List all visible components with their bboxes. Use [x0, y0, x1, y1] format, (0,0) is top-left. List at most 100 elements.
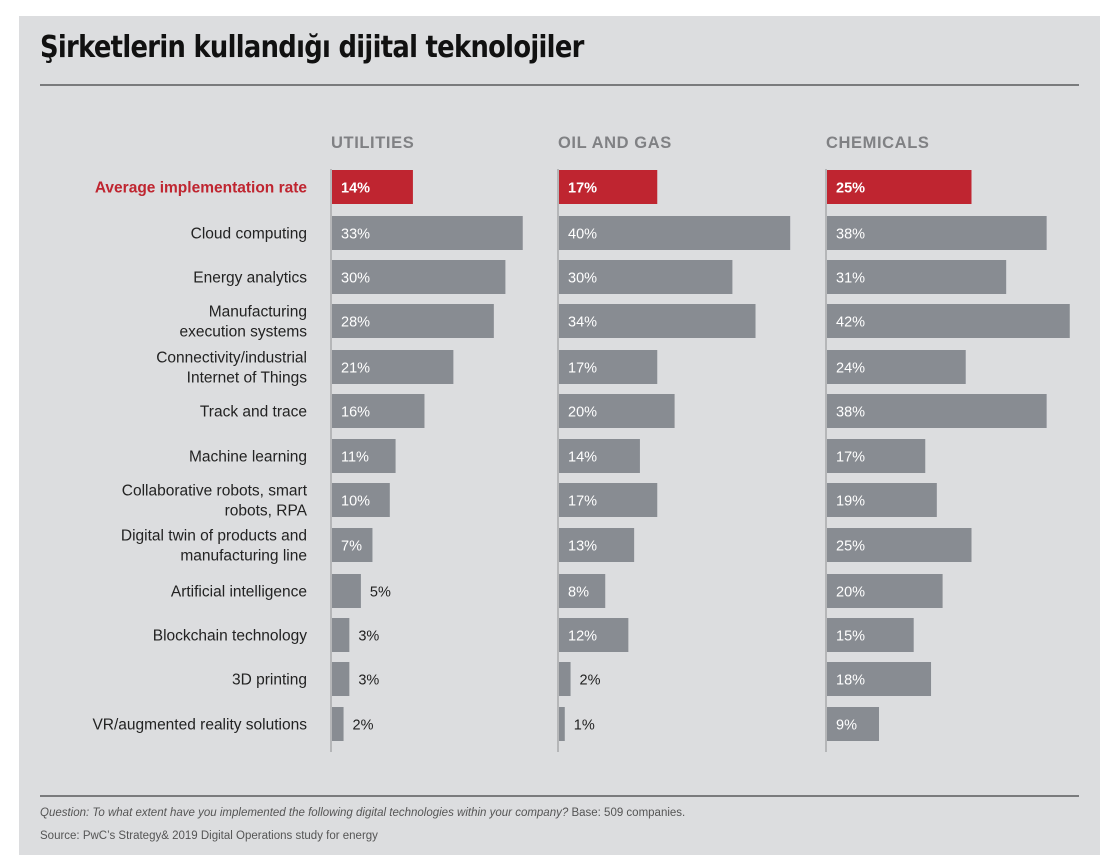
- value-label-chemicals-track-and-trace: 38%: [836, 405, 865, 421]
- value-label-chemicals-digital-twin-of-products-and-manufacturing-line: 25%: [836, 539, 865, 555]
- value-label-utilities-blockchain-technology: 3%: [358, 629, 379, 645]
- bar-oil-and-gas-connectivity-industrial-internet-of-things: [559, 350, 658, 384]
- value-label-utilities-track-and-trace: 16%: [341, 405, 370, 421]
- value-label-oil-and-gas-vr-augmented-reality-solutions: 1%: [574, 718, 595, 734]
- value-label-chemicals-manufacturing-execution-systems: 42%: [836, 315, 865, 331]
- sector-header-chemicals: CHEMICALS: [826, 134, 929, 152]
- category-label-blockchain-technology: Blockchain technology: [153, 628, 307, 645]
- bar-chemicals-average-implementation-rate: [827, 170, 972, 204]
- value-label-utilities-digital-twin-of-products-and-manufacturing-line: 7%: [341, 539, 362, 555]
- bar-oil-and-gas-energy-analytics: [559, 260, 733, 294]
- bar-chemicals-collaborative-robots-smart-robots-rpa: [827, 483, 937, 517]
- bar-chemicals-artificial-intelligence: [827, 574, 943, 608]
- bar-chemicals-energy-analytics: [827, 260, 1007, 294]
- bar-chemicals-track-and-trace: [827, 394, 1047, 428]
- bar-utilities-connectivity-industrial-internet-of-things: [332, 350, 454, 384]
- value-label-oil-and-gas-collaborative-robots-smart-robots-rpa: 17%: [568, 494, 597, 510]
- value-label-utilities-connectivity-industrial-internet-of-things: 21%: [341, 361, 370, 377]
- bar-chemicals-digital-twin-of-products-and-manufacturing-line: [827, 528, 972, 562]
- value-label-chemicals-connectivity-industrial-internet-of-things: 24%: [836, 361, 865, 377]
- value-label-chemicals-machine-learning: 17%: [836, 450, 865, 466]
- bar-utilities-digital-twin-of-products-and-manufacturing-line: [332, 528, 373, 562]
- bar-utilities-collaborative-robots-smart-robots-rpa: [332, 483, 390, 517]
- category-label-vr-augmented-reality-solutions: VR/augmented reality solutions: [92, 717, 307, 734]
- value-label-chemicals-cloud-computing: 38%: [836, 227, 865, 243]
- value-label-utilities-energy-analytics: 30%: [341, 271, 370, 287]
- value-label-oil-and-gas-digital-twin-of-products-and-manufacturing-line: 13%: [568, 539, 597, 555]
- bar-utilities-average-implementation-rate: [332, 170, 413, 204]
- bar-utilities-vr-augmented-reality-solutions: [332, 707, 344, 741]
- value-label-oil-and-gas-blockchain-technology: 12%: [568, 629, 597, 645]
- category-label-manufacturing-execution-systems: Manufacturing execution systems: [180, 304, 308, 341]
- value-label-oil-and-gas-energy-analytics: 30%: [568, 271, 597, 287]
- chart-title: Şirketlerin kullandığı dijital teknoloji…: [40, 30, 584, 65]
- value-label-utilities-cloud-computing: 33%: [341, 227, 370, 243]
- source-note: Source: PwC’s Strategy& 2019 Digital Ope…: [40, 830, 378, 842]
- category-label-machine-learning: Machine learning: [189, 449, 307, 466]
- category-label-connectivity-industrial-internet-of-things: Connectivity/industrial Internet of Thing…: [156, 350, 307, 387]
- bar-oil-and-gas-average-implementation-rate: [559, 170, 658, 204]
- bar-chemicals-3d-printing: [827, 662, 932, 696]
- bar-oil-and-gas-machine-learning: [559, 439, 640, 473]
- category-label-artificial-intelligence: Artificial intelligence: [171, 584, 307, 601]
- bar-utilities-energy-analytics: [332, 260, 506, 294]
- question-text: Question: To what extent have you implem…: [40, 807, 569, 819]
- bar-oil-and-gas-collaborative-robots-smart-robots-rpa: [559, 483, 658, 517]
- value-label-chemicals-collaborative-robots-smart-robots-rpa: 19%: [836, 494, 865, 510]
- value-label-oil-and-gas-3d-printing: 2%: [580, 673, 601, 689]
- value-label-utilities-3d-printing: 3%: [358, 673, 379, 689]
- bar-oil-and-gas-artificial-intelligence: [559, 574, 606, 608]
- value-label-utilities-machine-learning: 11%: [341, 450, 369, 466]
- value-label-utilities-artificial-intelligence: 5%: [370, 585, 391, 601]
- bar-chemicals-machine-learning: [827, 439, 926, 473]
- category-label-track-and-trace: Track and trace: [200, 404, 307, 421]
- value-label-oil-and-gas-artificial-intelligence: 8%: [568, 585, 589, 601]
- category-label-digital-twin-of-products-and-manufacturing-line: Digital twin of products and manufacturin…: [121, 528, 307, 565]
- value-label-oil-and-gas-cloud-computing: 40%: [568, 227, 597, 243]
- bar-chemicals-manufacturing-execution-systems: [827, 304, 1070, 338]
- bar-utilities-machine-learning: [332, 439, 396, 473]
- sector-header-utilities: UTILITIES: [331, 134, 414, 152]
- category-label-energy-analytics: Energy analytics: [193, 270, 307, 287]
- category-label-cloud-computing: Cloud computing: [191, 226, 307, 243]
- value-label-chemicals-blockchain-technology: 15%: [836, 629, 865, 645]
- value-label-utilities-vr-augmented-reality-solutions: 2%: [353, 718, 374, 734]
- bar-oil-and-gas-cloud-computing: [559, 216, 791, 250]
- bar-chemicals-connectivity-industrial-internet-of-things: [827, 350, 966, 384]
- category-label-3d-printing: 3D printing: [232, 672, 307, 689]
- bar-utilities-blockchain-technology: [332, 618, 350, 652]
- bar-oil-and-gas-vr-augmented-reality-solutions: [559, 707, 565, 741]
- bar-oil-and-gas-3d-printing: [559, 662, 571, 696]
- value-label-utilities-collaborative-robots-smart-robots-rpa: 10%: [341, 494, 370, 510]
- title-divider: [40, 84, 1079, 86]
- value-label-oil-and-gas-machine-learning: 14%: [568, 450, 597, 466]
- value-label-oil-and-gas-track-and-trace: 20%: [568, 405, 597, 421]
- value-label-utilities-manufacturing-execution-systems: 28%: [341, 315, 370, 331]
- sector-header-oil-and-gas: OIL AND GAS: [558, 134, 672, 152]
- question-note: Question: To what extent have you implem…: [40, 807, 685, 819]
- bar-utilities-3d-printing: [332, 662, 350, 696]
- category-label-average-implementation-rate: Average implementation rate: [95, 180, 308, 197]
- bar-oil-and-gas-manufacturing-execution-systems: [559, 304, 756, 338]
- bar-oil-and-gas-digital-twin-of-products-and-manufacturing-line: [559, 528, 635, 562]
- value-label-chemicals-energy-analytics: 31%: [836, 271, 865, 287]
- value-label-chemicals-artificial-intelligence: 20%: [836, 585, 865, 601]
- base-text: Base: 509 companies.: [568, 807, 686, 819]
- footer-divider: [40, 795, 1079, 797]
- bar-chemicals-blockchain-technology: [827, 618, 914, 652]
- bar-utilities-artificial-intelligence: [332, 574, 361, 608]
- bar-utilities-manufacturing-execution-systems: [332, 304, 494, 338]
- value-label-oil-and-gas-manufacturing-execution-systems: 34%: [568, 315, 597, 331]
- value-label-utilities-average-implementation-rate: 14%: [341, 181, 370, 197]
- value-label-oil-and-gas-average-implementation-rate: 17%: [568, 181, 597, 197]
- bar-utilities-cloud-computing: [332, 216, 523, 250]
- bar-chemicals-vr-augmented-reality-solutions: [827, 707, 880, 741]
- value-label-oil-and-gas-connectivity-industrial-internet-of-things: 17%: [568, 361, 597, 377]
- value-label-chemicals-3d-printing: 18%: [836, 673, 865, 689]
- bar-utilities-track-and-trace: [332, 394, 425, 428]
- bar-oil-and-gas-blockchain-technology: [559, 618, 629, 652]
- value-label-chemicals-vr-augmented-reality-solutions: 9%: [836, 718, 857, 734]
- bar-oil-and-gas-track-and-trace: [559, 394, 675, 428]
- bar-chemicals-cloud-computing: [827, 216, 1047, 250]
